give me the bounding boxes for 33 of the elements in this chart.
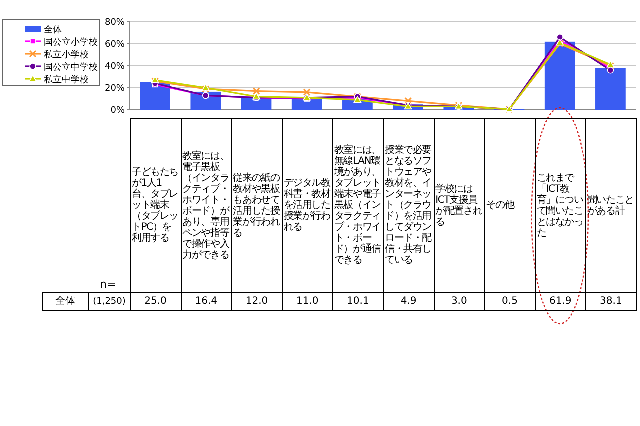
- data-label: 38.1: [585, 292, 637, 311]
- x-tick-label: その他: [484, 118, 536, 293]
- category-label: 授業で必要となるソフトウェアや教材を、インターネット（クラウド）を活用してダウンロード・配信・共有している: [385, 145, 432, 266]
- text: n=: [100, 278, 116, 291]
- data-label: 16.4: [180, 292, 232, 311]
- y-tick-label: 80%: [104, 18, 126, 28]
- x-tick-label: これまで「ICT教育」について聞いたことはなかった: [534, 118, 586, 293]
- text: 全体: [56, 296, 76, 306]
- data-label: 12.0: [231, 292, 283, 311]
- legend-label: 私立小学校: [44, 50, 89, 60]
- data-label: 11.0: [282, 292, 334, 311]
- y-tick-label: 60%: [104, 40, 126, 50]
- y-tick-label: 0%: [110, 106, 126, 116]
- text: (1,250): [88, 292, 131, 311]
- data-label: 4.9: [383, 292, 435, 311]
- x-tick-label: 子どもたちが1人1台、タブレット端末（タブレットPC）を利用する: [130, 118, 182, 293]
- category-label: 教室には、電子黒板（インタラクティブ・ホワイト・ボード）があり、専用ペンや指等で操作や入力ができる: [182, 150, 230, 260]
- x-tick-label: 従来の紙の教材や黒板もあわせて活用した授業が行われる: [231, 118, 283, 293]
- data-label: 25.0: [130, 292, 182, 311]
- x-tick-label: デジタル教科書・教材を活用した授業が行われる: [282, 118, 334, 293]
- x-tick-label: 聞いたことがある計: [585, 118, 637, 293]
- data-label: 10.1: [332, 292, 384, 311]
- y-tick-label: 20%: [104, 84, 126, 94]
- x-tick-label: 学校にはICT支援員が配置される: [434, 118, 486, 293]
- data-label: 61.9: [534, 292, 586, 311]
- y-tick-label: 40%: [104, 62, 126, 72]
- category-label: 教室には、無線LAN環境があり、タブレット端末や電子黒板（インタラクティブ・ホワイト・ボード）が通信できる: [334, 145, 381, 266]
- legend-label: 私立中学校: [44, 74, 89, 86]
- legend-label: 国公立小学校: [44, 37, 98, 48]
- legend-label: 国公立中学校: [44, 62, 98, 73]
- legend-label: 全体: [44, 24, 62, 36]
- data-label: 3.0: [434, 292, 486, 311]
- data-label: 0.5: [484, 292, 536, 311]
